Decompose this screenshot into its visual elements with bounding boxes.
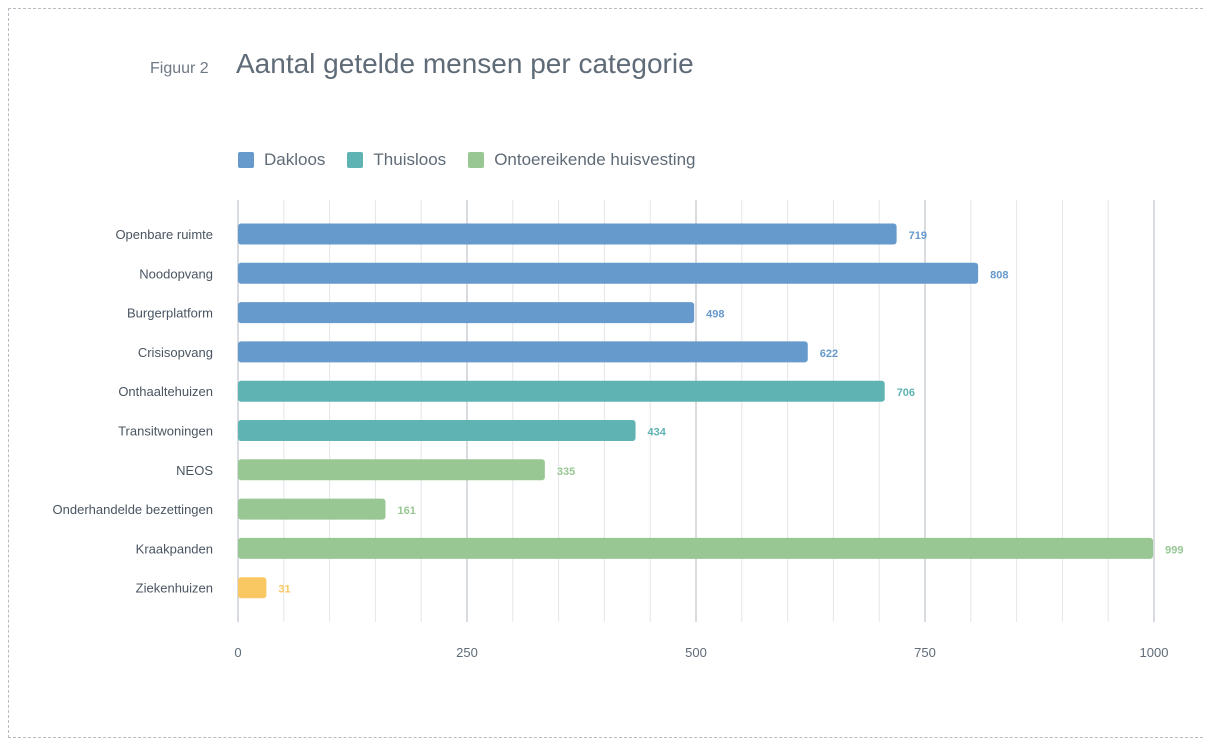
bar-value-label: 335 [557,466,575,478]
y-category-label: Onthaaltehuizen [118,384,213,399]
bar [238,380,885,402]
x-tick-label: 1000 [1140,645,1169,660]
legend-label-dakloos: Dakloos [264,150,326,169]
bar-value-label: 434 [648,427,667,439]
y-category-label: Kraakpanden [136,541,213,556]
bar-value-label: 999 [1165,544,1183,556]
bar-value-label: 622 [820,348,838,360]
bar [238,341,808,363]
x-tick-label: 500 [685,645,707,660]
bar [238,498,386,520]
legend-swatch-ontoereikend [468,152,485,168]
x-tick-label: 250 [456,645,478,660]
bar-value-label: 161 [397,505,415,517]
bar [238,223,897,245]
y-category-label: Noodopvang [139,266,213,281]
legend-swatch-thuisloos [347,152,364,168]
legend-item-ontoereikend: Ontoereikende huisvesting [468,150,695,170]
bar-value-label: 706 [897,387,915,399]
y-category-label: Burgerplatform [127,306,213,321]
bar [238,302,695,324]
y-category-label: Openbare ruimte [115,227,213,242]
bar-value-label: 498 [706,309,724,321]
bar-value-label: 31 [278,584,290,596]
bar [238,420,636,441]
y-category-label: Crisisopvang [138,345,213,360]
bar [238,577,267,599]
legend-swatch-dakloos [238,152,254,168]
y-category-label: Ziekenhuizen [136,581,213,596]
chart-title: Aantal getelde mensen per categorie [236,48,694,79]
y-category-label: Transitwoningen [118,424,213,439]
bar-value-label: 719 [909,230,927,242]
bar [238,262,979,284]
legend-item-dakloos: Dakloos [238,150,325,170]
legend-label-thuisloos: Thuisloos [373,150,447,169]
legend-label-ontoereikend: Ontoereikende huisvesting [494,150,696,169]
legend: Dakloos Thuisloos Ontoereikende huisvest… [238,150,695,170]
x-tick-label: 750 [914,645,936,660]
bar-value-label: 808 [990,269,1008,281]
legend-item-thuisloos: Thuisloos [347,150,446,170]
bar [238,459,545,481]
y-category-label: NEOS [176,463,213,478]
bar [238,537,1154,559]
figure-label: Figuur 2 [150,60,209,77]
x-tick-label: 0 [234,645,241,660]
y-category-label: Onderhandelde bezettingen [53,502,213,517]
